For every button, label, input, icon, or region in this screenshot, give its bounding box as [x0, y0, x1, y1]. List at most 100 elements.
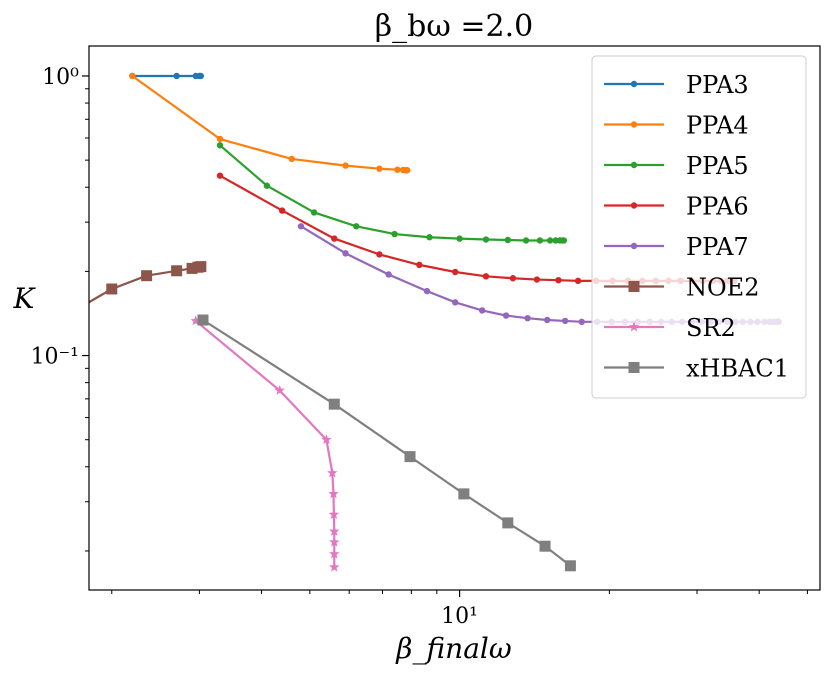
data-point	[327, 467, 338, 478]
data-point	[544, 316, 551, 324]
data-point	[456, 235, 463, 242]
legend-item-sr2: SR2	[604, 314, 736, 342]
data-point	[574, 277, 582, 285]
y-tick-label: 10⁻¹	[31, 345, 79, 370]
data-point	[190, 315, 201, 326]
legend-label: PPA5	[686, 152, 749, 180]
legend-marker	[630, 161, 638, 169]
data-point	[423, 287, 431, 295]
data-point	[452, 268, 459, 276]
data-point	[502, 312, 510, 319]
legend-item-ppa4: PPA4	[604, 112, 749, 140]
legend-marker	[630, 202, 638, 209]
legend-label: xHBAC1	[686, 355, 789, 383]
legend-label: PPA4	[686, 112, 749, 140]
data-point	[329, 561, 340, 572]
data-point	[564, 560, 576, 572]
data-point	[536, 237, 544, 244]
data-point	[546, 237, 554, 244]
data-point	[522, 237, 530, 244]
data-point	[274, 384, 285, 395]
legend-marker	[628, 281, 640, 292]
plot-frame	[88, 45, 821, 591]
data-point	[197, 314, 209, 326]
series-noe2	[51, 261, 207, 326]
series-line	[202, 319, 572, 567]
data-point	[297, 223, 305, 230]
legend-label: NOE2	[686, 274, 759, 302]
legend-label: PPA3	[686, 71, 749, 99]
data-point	[416, 261, 423, 269]
data-point	[329, 525, 340, 536]
data-point	[533, 276, 541, 283]
data-point	[331, 235, 338, 242]
series-line	[131, 75, 408, 172]
data-point	[376, 165, 383, 172]
data-point	[173, 72, 180, 80]
legend-item-ppa5: PPA5	[604, 152, 749, 180]
data-point	[321, 434, 332, 445]
legend-marker	[628, 362, 640, 373]
data-point	[509, 275, 517, 282]
legend: PPA3 PPA4 PPA5 PPA6 PPA7 NOE2 SR2 xHBAC1	[591, 55, 807, 399]
series-xhbac1	[197, 314, 576, 572]
data-point	[376, 251, 383, 258]
data-point	[426, 234, 433, 241]
data-point	[106, 283, 118, 295]
data-point	[216, 142, 224, 149]
data-point	[328, 398, 340, 410]
legend-box	[591, 55, 807, 399]
series-ppa4	[129, 72, 411, 174]
data-point	[555, 276, 562, 284]
data-point	[329, 536, 340, 547]
series-line	[219, 144, 564, 242]
x-tick-label: 10¹	[441, 604, 478, 629]
legend-marker	[628, 321, 640, 332]
series-sr2	[190, 315, 340, 572]
series-ppa3	[129, 72, 205, 80]
data-point	[394, 166, 401, 173]
data-point	[329, 548, 340, 559]
data-point	[342, 250, 349, 257]
data-point	[328, 488, 339, 499]
data-point	[186, 262, 198, 274]
data-point	[502, 517, 514, 529]
legend-label: PPA6	[686, 193, 749, 221]
data-point	[452, 299, 459, 306]
data-point	[197, 72, 205, 80]
data-point	[561, 317, 569, 325]
data-point	[129, 72, 136, 80]
legend-label: PPA7	[686, 233, 749, 261]
data-point	[353, 223, 360, 230]
data-point	[195, 261, 207, 273]
data-point	[482, 236, 490, 243]
data-point	[385, 271, 392, 278]
data-point	[263, 182, 271, 189]
data-point	[504, 236, 512, 244]
legend-item-noe2: NOE2	[604, 274, 759, 302]
data-point	[342, 162, 349, 169]
data-point	[216, 172, 224, 179]
data-point	[482, 273, 490, 280]
data-point	[328, 509, 340, 519]
legend-marker	[630, 80, 638, 88]
data-point	[478, 307, 486, 314]
data-point	[278, 207, 286, 214]
data-point	[404, 451, 416, 463]
chart-title: β_bω =2.0	[375, 9, 533, 44]
data-point	[524, 315, 531, 322]
data-point	[288, 155, 295, 163]
data-point	[171, 265, 183, 277]
series-ppa5	[216, 142, 568, 244]
data-point	[560, 237, 568, 244]
legend-marker	[630, 242, 638, 250]
data-point	[404, 167, 411, 174]
data-point	[310, 209, 318, 216]
legend-label: SR2	[686, 314, 736, 342]
series-line	[195, 320, 336, 568]
data-point	[216, 135, 224, 143]
data-point	[51, 315, 62, 326]
legend-item-ppa6: PPA6	[604, 193, 749, 221]
y-axis-label: K	[13, 282, 37, 315]
